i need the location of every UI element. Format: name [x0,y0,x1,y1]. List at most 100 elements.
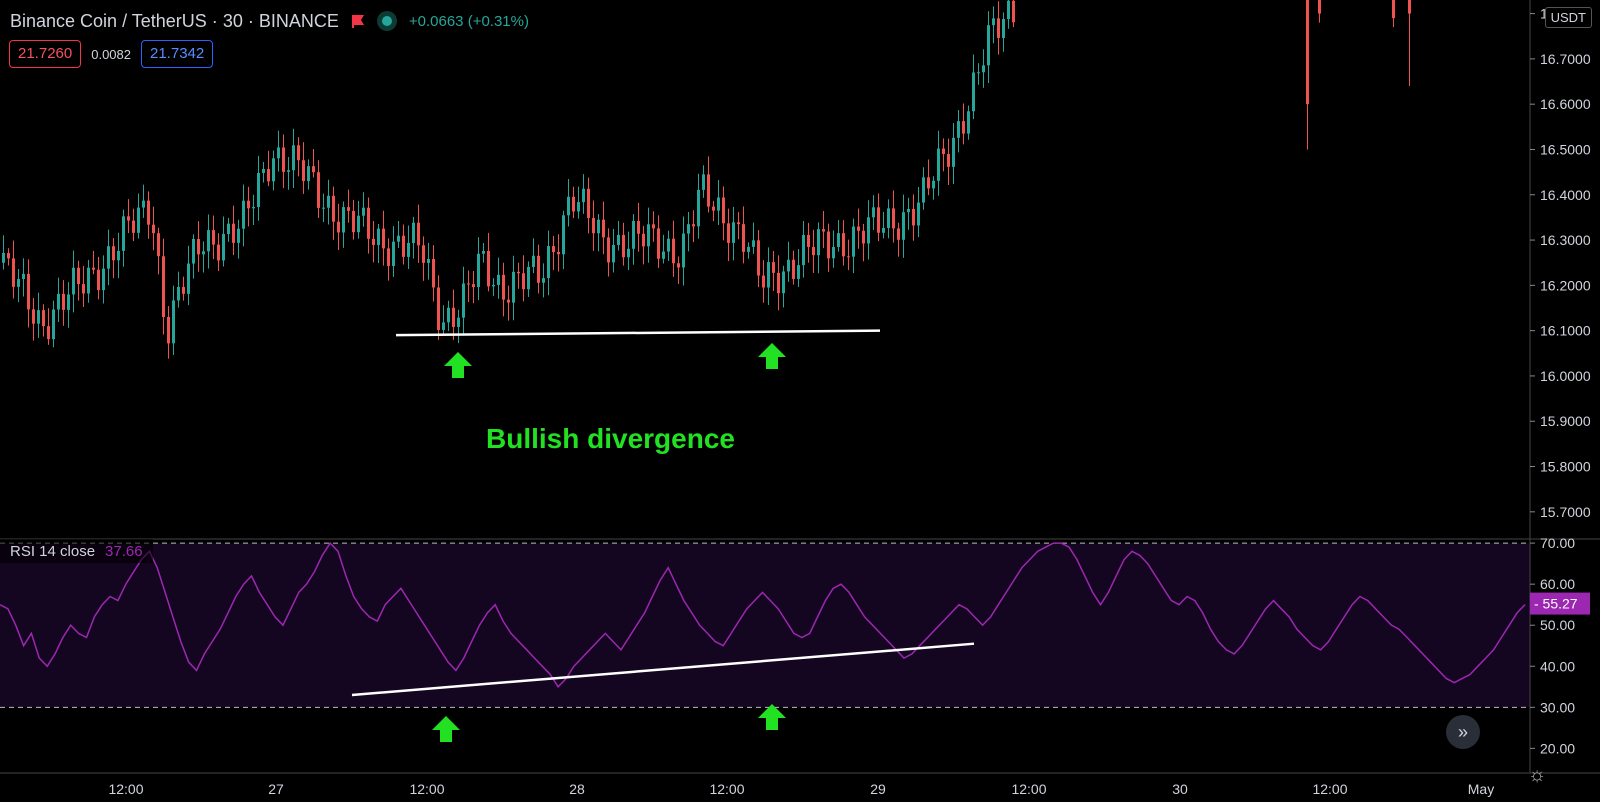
candle-body [607,237,610,263]
candle-body [947,154,950,167]
candle-body [952,137,955,167]
candle-body [332,195,335,222]
candle-body [447,307,450,323]
candle-body [342,207,345,233]
candle-body [787,259,790,272]
candle-body [967,111,970,134]
candle-body [957,121,960,138]
currency-button[interactable]: USDT [1544,7,1592,28]
price-change: +0.0663 (+0.31%) [408,12,529,30]
candle-body [677,263,680,268]
candle-body [702,174,705,190]
candle-body [1318,0,1321,14]
candle-body [527,266,530,290]
up-arrow-icon [432,716,460,742]
candle-body [57,293,60,310]
candle-body [602,219,605,238]
rsi-trend-line [351,642,975,697]
candle-body [417,222,420,246]
price-tick-label: 16.5000 [1540,141,1591,157]
candle-body [137,207,140,233]
price-support-line [395,329,881,337]
candle-body [612,245,615,263]
candle-body [452,307,455,327]
candle-body [522,273,525,290]
candle-body [162,256,165,317]
candle-body [147,200,150,225]
candle-body [712,206,715,211]
candle-body [617,234,620,246]
rsi-band [0,543,1530,708]
rsi-axis: 70.00 60.00 50.00 40.00 30.00 20.00 [1530,535,1575,756]
candle-body [547,246,550,279]
fast-forward-icon[interactable]: » [1446,715,1480,749]
price-axis: 16.800016.700016.600016.500016.400016.30… [1530,6,1591,520]
candle-body [402,235,405,257]
symbol-title[interactable]: Binance Coin / TetherUS · 30 · BINANCE [10,10,339,31]
candle-body [412,222,415,244]
candle-body [297,145,300,161]
candle-body [847,256,850,258]
candle-body [887,208,890,229]
candle-body [882,228,885,233]
candle-body [407,243,410,257]
candle-body [792,259,795,279]
candle-body [397,235,400,242]
candle-body [132,220,135,233]
candle-body [652,224,655,229]
candle-body [422,245,425,263]
candle-body [807,234,810,247]
candle-body [307,166,310,182]
candle-body [577,202,580,212]
candle-body [102,268,105,291]
candle-body [892,208,895,229]
candle-body [172,300,175,344]
candle-body [507,299,510,303]
candle-body [42,310,45,327]
rsi-legend[interactable]: RSI 14 close 37.66 [0,539,153,563]
candle-body [222,233,225,261]
candle-body [97,269,100,291]
candle-body [77,267,80,285]
candle-body [372,238,375,246]
time-tick-label: 12:00 [1011,781,1046,797]
candle-body [347,207,350,211]
candle-body [277,147,280,159]
candle-body [262,169,265,173]
candle-body [2,252,5,263]
candle-body [737,222,740,225]
price-tick-label: 16.6000 [1540,96,1591,112]
candle-body [972,72,975,112]
time-tick-label: 12:00 [409,781,444,797]
candle-body [772,262,775,273]
candle-body [497,274,500,285]
candle-body [192,238,195,264]
candle-body [482,250,485,254]
candle-body [67,294,70,310]
rsi-tick-label: 20.00 [1540,740,1575,756]
candle-body [1392,0,1395,19]
buy-price-button[interactable]: 21.7342 [141,40,214,68]
candle-body [362,207,365,216]
candle-body [207,230,210,252]
candle-body [312,166,315,173]
spread-value: 0.0082 [91,46,131,62]
sell-price-button[interactable]: 21.7260 [9,40,82,68]
candle-body [382,228,385,249]
candle-body [752,240,755,247]
gear-icon[interactable]: ☼ [1527,764,1547,786]
up-arrow-icon [444,352,472,378]
candle-body [227,223,230,234]
candle-body [272,158,275,182]
candle-body [247,200,250,209]
candle-body [512,271,515,303]
candle-body [767,262,770,288]
flag-icon[interactable] [351,14,365,28]
candle-body [672,238,675,264]
price-tick-label: 15.7000 [1540,504,1591,520]
candle-body [392,241,395,266]
candle-body [517,271,520,274]
candle-body [862,230,865,244]
candle-body [127,216,130,221]
